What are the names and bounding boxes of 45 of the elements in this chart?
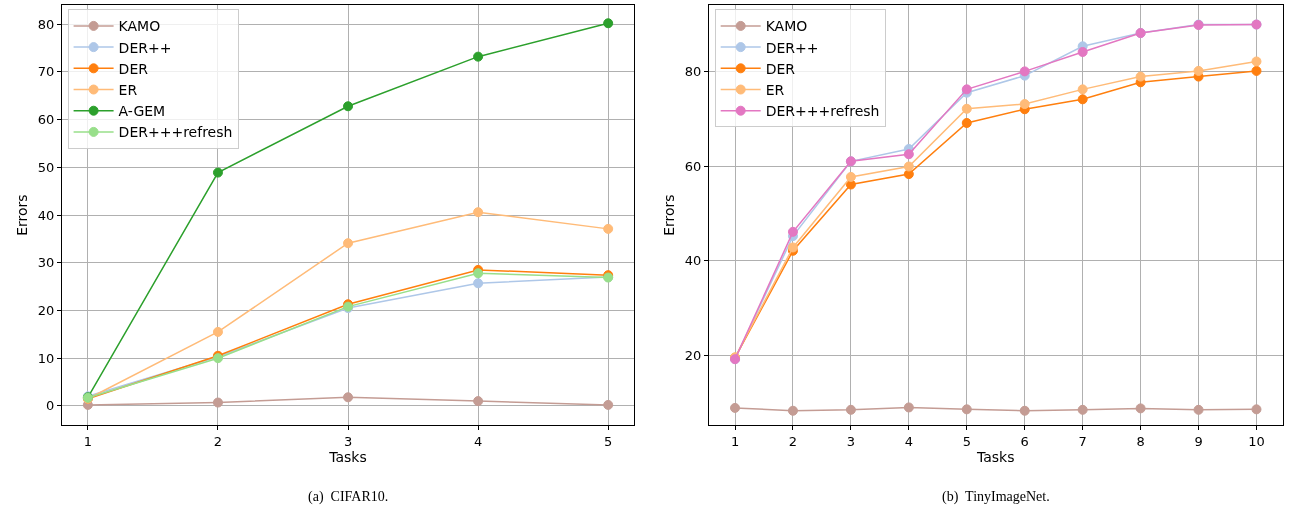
x-tick-label: 6: [1020, 433, 1029, 449]
legend-label: DER: [118, 60, 149, 77]
y-tick-label: 30: [37, 255, 55, 271]
legend-label: DER+++refresh: [118, 124, 233, 141]
y-tick-label: 80: [684, 63, 702, 79]
x-axis-title: Tasks: [328, 448, 367, 465]
y-tick-label: 40: [684, 253, 702, 269]
legend-label: KAMO: [765, 18, 808, 35]
x-tick-label: 8: [1136, 433, 1145, 449]
y-tick-label: 60: [37, 112, 55, 128]
x-axis-title: Tasks: [975, 448, 1015, 465]
y-tick-label: 40: [37, 207, 55, 223]
y-tick-label: 20: [684, 347, 702, 363]
x-tick-label: 10: [1248, 433, 1265, 449]
legend-label: DER++: [765, 39, 819, 56]
x-tick-label: 1: [83, 433, 93, 449]
text: (b) TinyImageNet.: [942, 489, 1050, 505]
y-tick-label: 50: [37, 159, 55, 175]
y-axis-title: Errors: [14, 194, 31, 236]
y-axis-title: Errors: [661, 194, 678, 236]
legend-label: DER: [765, 60, 796, 77]
y-tick-label: 0: [45, 398, 55, 414]
x-tick-label: 2: [213, 433, 223, 449]
legend-label: A-GEM: [118, 103, 166, 120]
x-tick-label: 5: [604, 433, 613, 449]
y-tick-label: 60: [684, 158, 702, 174]
x-tick-label: 4: [904, 433, 913, 449]
x-tick-label: 5: [962, 433, 971, 449]
y-tick-label: 10: [37, 350, 55, 366]
text: (a) CIFAR10.: [308, 489, 389, 505]
legend-label: ER: [765, 81, 785, 98]
x-tick-label: 3: [846, 433, 856, 449]
y-tick-label: 20: [37, 303, 55, 319]
x-tick-label: 9: [1194, 433, 1203, 449]
legend-label: KAMO: [118, 18, 161, 35]
legend-label: DER++: [118, 39, 172, 56]
x-tick-label: 4: [473, 433, 483, 449]
legend-label: ER: [118, 81, 138, 98]
x-tick-label: 7: [1078, 433, 1087, 449]
x-tick-label: 3: [343, 433, 353, 449]
y-tick-label: 80: [37, 16, 55, 32]
legend-label: DER+++refresh: [765, 103, 880, 120]
y-tick-label: 70: [37, 64, 55, 80]
x-tick-label: 1: [730, 433, 740, 449]
x-tick-label: 2: [788, 433, 798, 449]
